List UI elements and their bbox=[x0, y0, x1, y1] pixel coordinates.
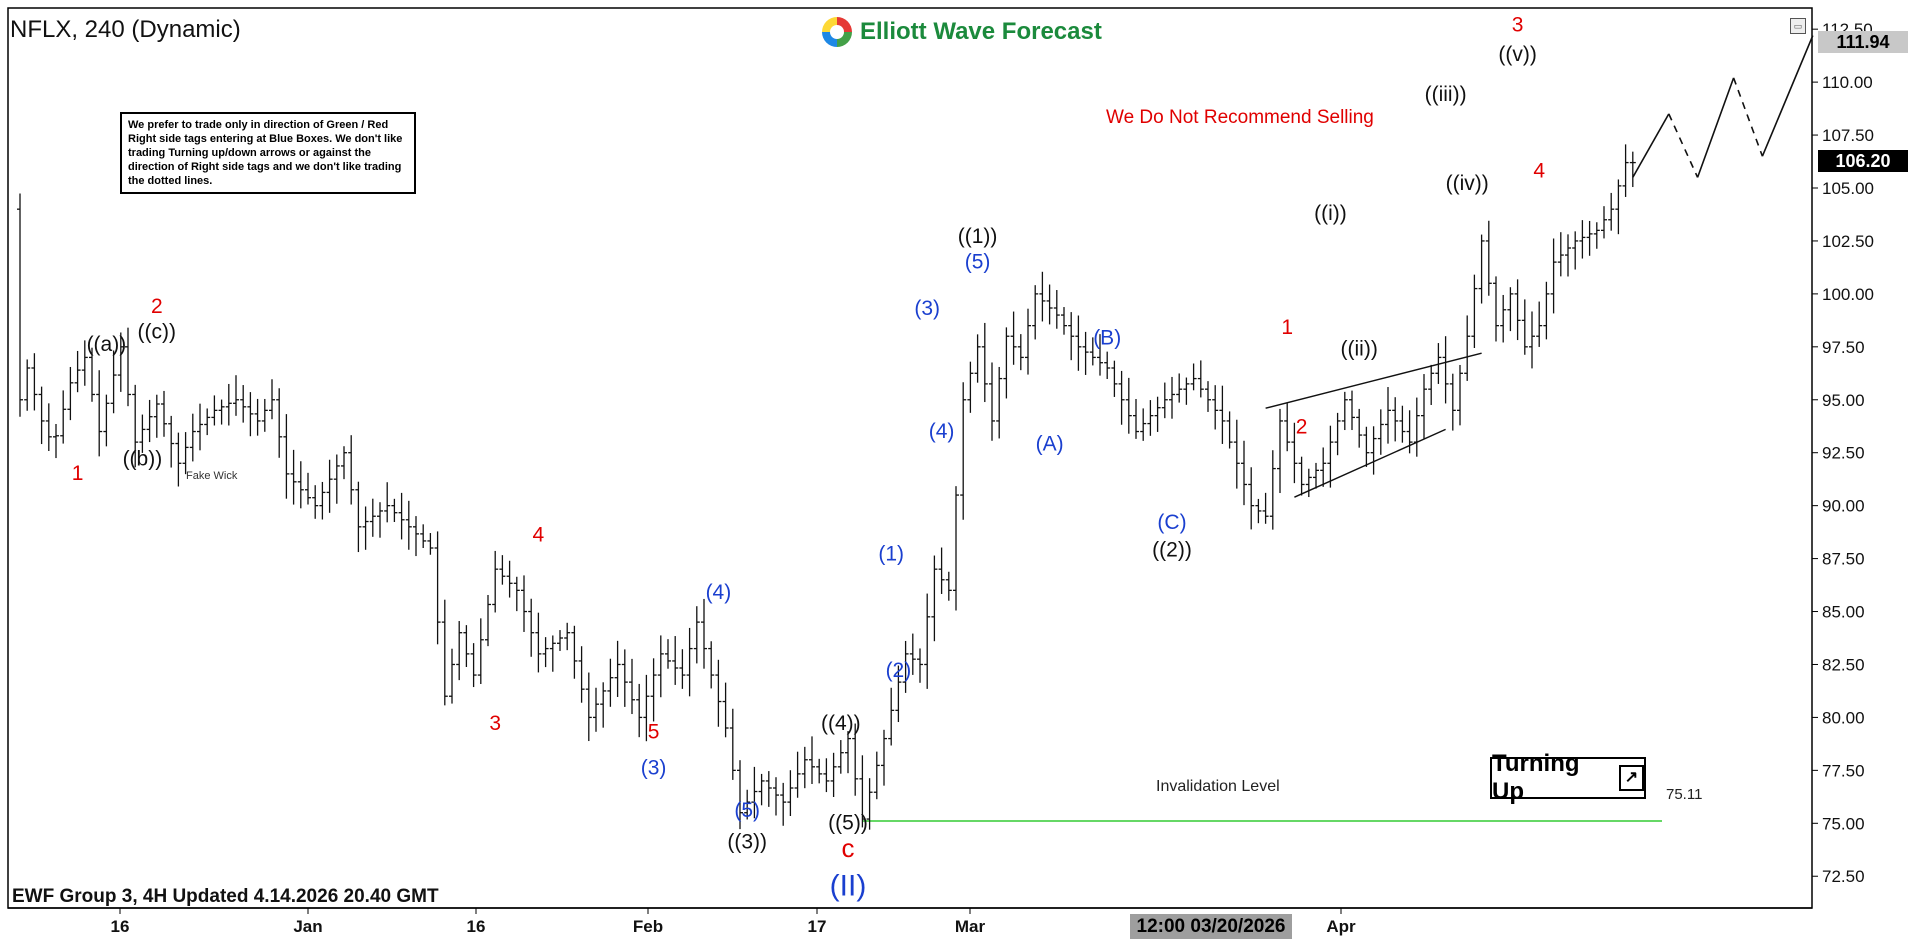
wave-label: ((iv)) bbox=[1446, 172, 1489, 195]
wave-label: ((a)) bbox=[87, 333, 127, 356]
wave-label: (C) bbox=[1157, 511, 1186, 534]
wave-label: ((4)) bbox=[821, 712, 861, 735]
wave-label: (2) bbox=[886, 659, 912, 682]
wave-label: ((c)) bbox=[138, 320, 176, 343]
wave-label: 2 bbox=[151, 295, 163, 318]
wave-label: (3) bbox=[641, 757, 667, 780]
wave-label: (II) bbox=[830, 869, 867, 902]
wave-label: ((iii)) bbox=[1425, 83, 1467, 106]
y-tick-label: 77.50 bbox=[1822, 761, 1865, 780]
wedge-line bbox=[1265, 352, 1482, 409]
wave-label: 1 bbox=[1281, 316, 1293, 339]
cursor-date-label: 12:00 03/20/2026 bbox=[1130, 914, 1292, 939]
wave-label: ((3)) bbox=[727, 831, 767, 854]
target-price-tag: 111.94 bbox=[1818, 31, 1908, 53]
y-tick-label: 102.50 bbox=[1822, 232, 1874, 251]
x-tick-label: Feb bbox=[633, 917, 663, 936]
wave-label: (4) bbox=[706, 581, 732, 604]
wave-label: 3 bbox=[489, 712, 501, 735]
forecast-segment bbox=[1761, 35, 1814, 157]
y-tick-label: 82.50 bbox=[1822, 655, 1865, 674]
wave-label: (4) bbox=[929, 420, 955, 443]
turning-up-label: Turning Up bbox=[1492, 750, 1580, 805]
x-tick-label: Jan bbox=[293, 917, 322, 936]
forecast-segment bbox=[1696, 77, 1735, 178]
wave-label: ((1)) bbox=[958, 225, 998, 248]
y-tick-label: 80.00 bbox=[1822, 708, 1865, 727]
y-tick-label: 95.00 bbox=[1822, 391, 1865, 410]
invalidation-value: 75.11 bbox=[1666, 786, 1703, 803]
logo-icon bbox=[822, 17, 852, 47]
trading-note: We prefer to trade only in direction of … bbox=[120, 112, 416, 194]
wave-label: ((ii)) bbox=[1341, 337, 1378, 360]
wave-label: 4 bbox=[1533, 159, 1545, 182]
y-tick-label: 110.00 bbox=[1822, 73, 1873, 92]
recommendation-text: We Do Not Recommend Selling bbox=[1106, 107, 1374, 128]
wave-label: ((v)) bbox=[1498, 43, 1536, 66]
y-tick-label: 87.50 bbox=[1822, 550, 1865, 569]
forecast-segment bbox=[1668, 113, 1699, 178]
wedge-line bbox=[1294, 428, 1446, 498]
wave-label: 2 bbox=[1296, 416, 1308, 439]
x-tick-label: 16 bbox=[467, 917, 486, 936]
invalidation-label: Invalidation Level bbox=[1156, 778, 1280, 795]
y-tick-label: 97.50 bbox=[1822, 338, 1865, 357]
wave-label: 3 bbox=[1512, 13, 1524, 36]
wave-label: c bbox=[842, 833, 855, 863]
wave-label: 5 bbox=[648, 721, 660, 744]
y-tick-label: 90.00 bbox=[1822, 497, 1865, 516]
y-tick-label: 105.00 bbox=[1822, 179, 1874, 198]
symbol-title: NFLX, 240 (Dynamic) bbox=[10, 16, 241, 43]
y-tick-label: 100.00 bbox=[1822, 285, 1874, 304]
y-tick-label: 85.00 bbox=[1822, 603, 1865, 622]
brand-name: Elliott Wave Forecast bbox=[860, 18, 1102, 45]
x-tick-label: 16 bbox=[111, 917, 130, 936]
arrow-up-right-icon: ↗ bbox=[1618, 765, 1644, 791]
wave-label: ((i)) bbox=[1314, 202, 1347, 225]
wave-label: (1) bbox=[878, 543, 904, 566]
wave-label: (5) bbox=[965, 250, 991, 273]
brand-logo: Elliott Wave Forecast bbox=[822, 14, 1102, 50]
wave-label: 4 bbox=[533, 524, 545, 547]
y-tick-label: 92.50 bbox=[1822, 444, 1865, 463]
turning-up-badge: Turning Up ↗ bbox=[1490, 750, 1646, 805]
x-tick-label: Mar bbox=[955, 917, 986, 936]
y-tick-label: 72.50 bbox=[1822, 867, 1865, 886]
forecast-segment bbox=[1732, 77, 1764, 157]
x-tick-label: 17 bbox=[808, 917, 827, 936]
y-tick-label: 107.50 bbox=[1822, 126, 1874, 145]
y-tick-label: 75.00 bbox=[1822, 814, 1865, 833]
wave-label: 1 bbox=[72, 462, 84, 485]
fake-wick-label: Fake Wick bbox=[186, 470, 238, 482]
wave-label: (B) bbox=[1093, 327, 1121, 350]
x-tick-label: Apr bbox=[1326, 917, 1356, 936]
update-footer: EWF Group 3, 4H Updated 4.14.2026 20.40 … bbox=[12, 886, 439, 907]
last-price-tag: 106.20 bbox=[1818, 150, 1908, 172]
wave-label: (3) bbox=[914, 297, 940, 320]
wave-label: ((5)) bbox=[828, 812, 868, 835]
forecast-segment bbox=[1632, 113, 1670, 178]
wave-label: (5) bbox=[734, 799, 760, 822]
wave-label: ((2)) bbox=[1152, 538, 1192, 561]
wave-label: (A) bbox=[1036, 433, 1064, 456]
restore-window-icon[interactable]: ▭ bbox=[1790, 18, 1806, 34]
wave-label: ((b)) bbox=[123, 447, 163, 470]
